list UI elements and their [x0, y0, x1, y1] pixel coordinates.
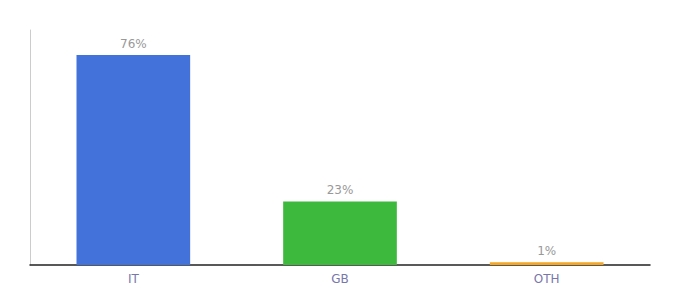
svg-text:OTH: OTH: [534, 272, 560, 286]
svg-text:GB: GB: [331, 272, 349, 286]
svg-text:76%: 76%: [120, 37, 147, 51]
svg-text:IT: IT: [128, 272, 140, 286]
svg-text:1%: 1%: [537, 244, 556, 258]
svg-text:23%: 23%: [327, 183, 354, 197]
